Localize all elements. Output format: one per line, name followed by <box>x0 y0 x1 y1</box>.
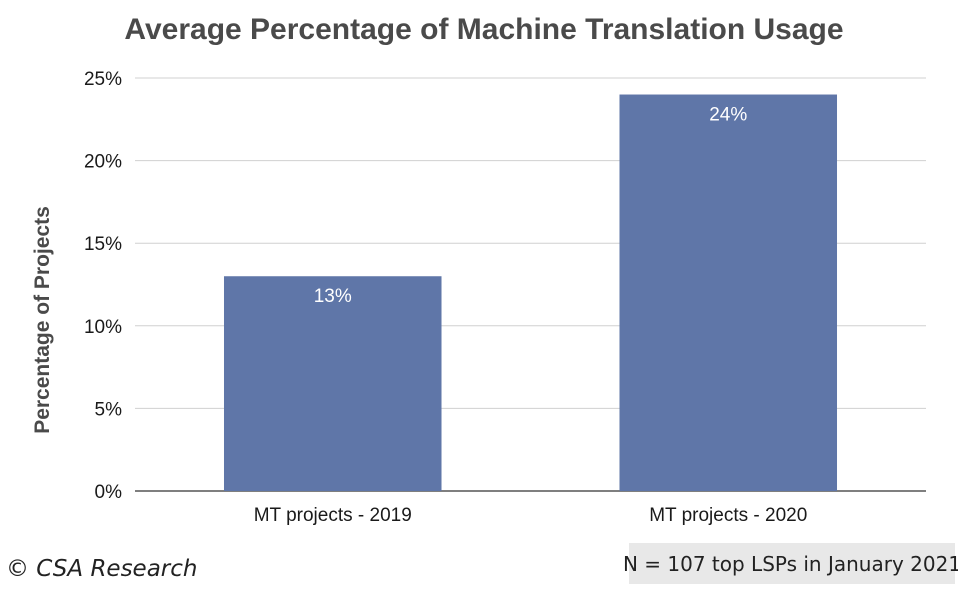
y-tick-label: 0% <box>95 482 123 503</box>
sample-size-note: N = 107 top LSPs in January 2021 <box>623 543 958 584</box>
y-tick-label: 25% <box>84 69 122 90</box>
copyright-text: © CSA Research <box>6 556 198 582</box>
chart-title: Average Percentage of Machine Translatio… <box>124 13 843 46</box>
bar <box>619 94 838 492</box>
bar-data-labels: 13% 24% <box>314 105 748 308</box>
bar <box>223 276 442 491</box>
y-tick-label: 15% <box>84 234 122 255</box>
bars <box>223 94 838 492</box>
y-tick-label: 10% <box>84 317 122 338</box>
bar-value-label: 13% <box>314 286 352 307</box>
y-tick-label: 5% <box>95 399 123 420</box>
bar-value-label: 24% <box>709 105 747 126</box>
y-tick-label: 20% <box>84 152 122 173</box>
x-axis-categories: MT projects - 2019 MT projects - 2020 <box>254 505 808 526</box>
x-category-label: MT projects - 2020 <box>649 505 807 526</box>
y-axis-label: Percentage of Projects <box>31 206 54 434</box>
x-category-label: MT projects - 2019 <box>254 505 412 526</box>
y-axis-ticks: 0% 5% 10% 15% 20% 25% <box>84 69 122 503</box>
